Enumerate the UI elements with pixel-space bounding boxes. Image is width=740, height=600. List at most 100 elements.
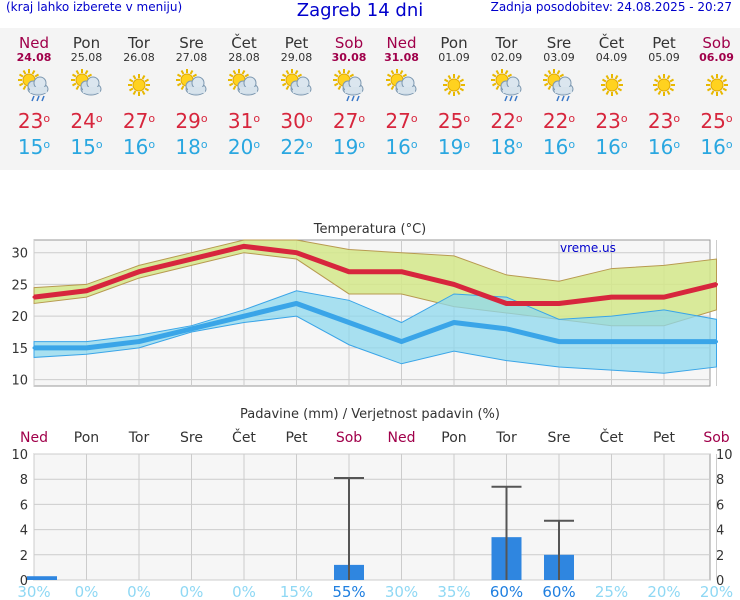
category-label: Sre: [180, 430, 203, 446]
precip-probability: 35%: [437, 583, 470, 600]
day-name: Pet: [284, 34, 309, 52]
line-max: [33, 243, 718, 306]
min-temperature: 16o: [122, 135, 156, 159]
point-max: [610, 295, 613, 299]
sun-cloud-icon: [376, 68, 428, 108]
sun-icon: [691, 68, 740, 108]
point-min: [32, 346, 36, 350]
category-label: Čet: [232, 428, 256, 446]
category-label: Sre: [548, 430, 571, 446]
category-label: Ned: [20, 430, 48, 446]
y-tick-label-right: 10: [716, 448, 733, 463]
y-tick-label: 10: [11, 448, 28, 463]
max-temperature: 24o: [70, 109, 103, 133]
day-name: Ned: [386, 34, 417, 52]
max-temperature: 22o: [542, 109, 576, 133]
point-min: [85, 346, 88, 350]
day-name: Ned: [19, 34, 49, 52]
day-column: Sob 30.08 27o 19o: [323, 28, 375, 160]
point-min: [662, 340, 666, 344]
day-column: Pon 01.09 25o 19o: [428, 28, 480, 160]
sun-icon: [638, 68, 690, 108]
point-max: [505, 301, 508, 305]
sun-cloud-icon: [166, 68, 218, 108]
day-date: 02.09: [490, 51, 523, 64]
point-max: [85, 289, 88, 293]
category-label: Sob: [703, 430, 729, 446]
max-temperature: 30o: [280, 109, 313, 133]
sun-cloud-rain-icon: [533, 68, 585, 108]
max-temperature: 25o: [700, 109, 733, 133]
y-tick-label: 10: [11, 374, 28, 389]
day-date: 30.08: [331, 51, 367, 64]
sun-icon: [113, 68, 165, 108]
day-name: Tor: [128, 34, 150, 52]
max-temperature: 31o: [227, 109, 261, 133]
day-column: Čet 28.08 31o 20o: [218, 28, 270, 160]
point-min: [137, 340, 141, 344]
max-temperature: 23o: [647, 109, 681, 133]
day-date: 28.08: [228, 51, 260, 64]
day-name: Sob: [334, 34, 364, 52]
precip-probability: 60%: [490, 583, 523, 600]
day-date: 03.09: [543, 51, 575, 64]
y-tick-label: 0: [20, 574, 28, 589]
day-column: Pon 25.08 24o 15o: [61, 28, 113, 160]
min-temperature: 20o: [227, 135, 261, 159]
y-tick-label: 25: [11, 278, 28, 293]
point-max: [32, 295, 36, 299]
y-tick-label-right: 2: [716, 549, 724, 564]
y-tick-label-right: 4: [716, 524, 724, 539]
precip-probability: 20%: [700, 583, 733, 600]
sun-cloud-icon: [61, 68, 113, 108]
point-max: [452, 282, 456, 286]
day-date: 01.09: [438, 51, 470, 64]
min-temperature: 16o: [647, 135, 681, 159]
last-updated: Zadnja posodobitev: 24.08.2025 - 20:27: [490, 0, 732, 14]
watermark: vreme.us: [560, 241, 616, 255]
sun-icon: [428, 68, 480, 108]
min-temperature: 18o: [490, 135, 523, 159]
max-temperature: 23o: [17, 109, 51, 133]
min-temperature: 16o: [595, 135, 628, 159]
precip-probability: 0%: [75, 583, 99, 600]
min-temperature: 15o: [17, 135, 51, 159]
point-min: [400, 340, 403, 344]
sun-cloud-icon: [271, 68, 323, 108]
day-date: 26.08: [123, 51, 155, 64]
precipitation-chart-title: Padavine (mm) / Verjetnost padavin (%): [240, 407, 500, 422]
y-tick-label: 4: [20, 524, 28, 539]
day-name: Pon: [440, 34, 468, 52]
min-temperature: 18o: [175, 135, 208, 159]
temperature-chart-title: Temperatura (°C): [313, 222, 426, 237]
precip-bar: [27, 576, 57, 580]
y-tick-label: 15: [11, 342, 28, 357]
day-column: Tor 02.09 22o 18o: [481, 28, 533, 160]
min-temperature: 22o: [280, 135, 313, 159]
point-max: [662, 295, 666, 299]
max-temperature: 27o: [332, 109, 366, 133]
day-name: Pet: [652, 34, 676, 52]
sun-cloud-icon: [218, 68, 270, 108]
point-max: [557, 301, 561, 305]
category-label: Pet: [285, 430, 308, 446]
point-max: [190, 257, 193, 261]
max-temperature: 29o: [175, 109, 208, 133]
point-min: [295, 301, 298, 305]
precip-probability: 0%: [232, 583, 256, 600]
precip-probability: 55%: [332, 583, 365, 600]
max-temperature: 25o: [437, 109, 471, 133]
day-name: Sre: [546, 34, 572, 52]
daily-forecast-strip: Ned 24.08 23o 15o Pon 25.08 24o 15o Tor 26.08 27o 1…: [0, 28, 740, 170]
day-column: Ned 24.08 23o 15o: [8, 28, 60, 160]
day-column: Sre 03.09 22o 16o: [533, 28, 585, 160]
point-max: [137, 270, 141, 274]
min-temperature: 19o: [437, 135, 471, 159]
day-date: 24.08: [16, 51, 52, 64]
day-date: 25.08: [70, 51, 103, 64]
max-temperature: 22o: [490, 109, 523, 133]
y-tick-label: 30: [11, 247, 28, 262]
day-date: 29.08: [280, 51, 313, 64]
point-min: [452, 321, 456, 325]
